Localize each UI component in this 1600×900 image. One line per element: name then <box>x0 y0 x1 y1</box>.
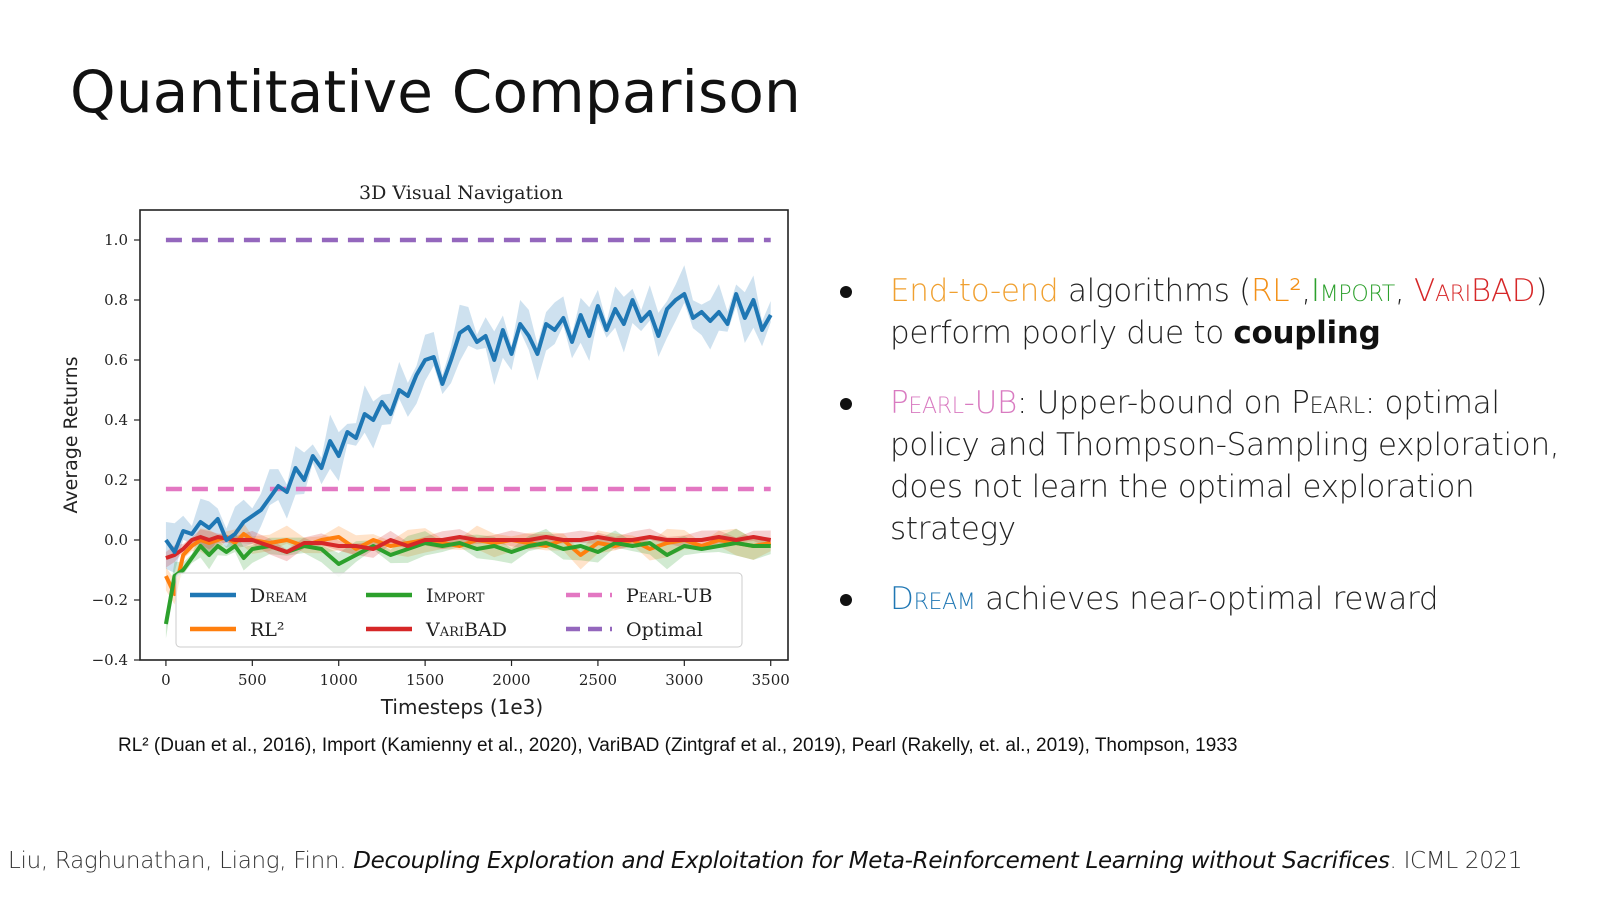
x-tick-label: 1000 <box>320 671 358 689</box>
bullet-icon <box>840 398 852 410</box>
bullet-text: , <box>1394 273 1415 309</box>
x-tick-label: 1500 <box>406 671 444 689</box>
legend-label: Dream <box>250 585 307 607</box>
references: RL² (Duan et al., 2016), Import (Kamienn… <box>118 735 1238 756</box>
legend-label: Optimal <box>626 619 703 641</box>
series-line-dream <box>164 292 773 554</box>
plot-area: 0 500 1000 1500 2000 2500 3000 3500 −0.4 −0.2 0.0 0… <box>92 209 790 689</box>
y-tick-label: 0.6 <box>104 351 128 369</box>
import-label: Import <box>1310 273 1395 309</box>
end-to-end-label: End-to-end <box>890 273 1059 309</box>
bullet-item: End-to-end algorithms (RL²,Import, VariB… <box>840 270 1570 354</box>
bullet-text: algorithms ( <box>1058 273 1251 309</box>
varibad-label: VariBAD <box>1414 273 1536 309</box>
x-tick-label: 3000 <box>665 671 703 689</box>
line-chart: 3D Visual Navigation 0 500 1000 1500 2000 250… <box>60 182 790 719</box>
bullet-text: , <box>1301 273 1311 309</box>
bullet-text: : Upper-bound on <box>1016 385 1292 421</box>
x-tick-label: 2000 <box>492 671 530 689</box>
legend-label: Pearl-UB <box>626 585 712 607</box>
bullet-text: achieves near-optimal reward <box>975 581 1439 617</box>
dream-label: Dream <box>890 581 976 617</box>
bullet-list: End-to-end algorithms (RL²,Import, VariB… <box>840 270 1570 648</box>
x-tick-label: 2500 <box>579 671 617 689</box>
y-tick-label: 0.4 <box>104 411 128 429</box>
x-tick-label: 500 <box>238 671 267 689</box>
bullet-icon <box>840 286 852 298</box>
y-tick-label: 1.0 <box>104 231 128 249</box>
x-axis-label: Timesteps (1e3) <box>380 695 543 719</box>
legend-label: RL² <box>250 619 285 641</box>
rl2-label: RL² <box>1250 273 1302 309</box>
y-tick-label: −0.2 <box>92 591 128 609</box>
y-axis-label: Average Returns <box>60 356 82 513</box>
y-tick-label: 0.2 <box>104 471 128 489</box>
legend-label: Import <box>426 585 485 607</box>
confidence-band-import <box>165 528 771 639</box>
bullet-item: Pearl-UB: Upper-bound on Pearl: optimal … <box>840 382 1570 550</box>
citation-footer: Liu, Raghunathan, Liang, Finn. Decouplin… <box>8 848 1523 874</box>
coupling-emphasis: coupling <box>1233 315 1381 351</box>
y-tick-label: −0.4 <box>92 651 128 669</box>
legend-label: VariBAD <box>425 619 507 641</box>
series-line-import <box>163 541 771 625</box>
footer-authors: Liu, Raghunathan, Liang, Finn. <box>8 848 354 874</box>
pearl-label: Pearl <box>1291 385 1365 421</box>
chart-title: 3D Visual Navigation <box>359 182 563 204</box>
bullet-item: Dream achieves near-optimal reward <box>840 578 1570 620</box>
x-tick-label: 3500 <box>752 671 790 689</box>
confidence-band-dream <box>165 265 771 573</box>
y-tick-label: 0.8 <box>104 291 128 309</box>
y-tick-label: 0.0 <box>104 531 128 549</box>
footer-venue: . ICML 2021 <box>1389 848 1523 874</box>
bullet-text: ) <box>1535 273 1548 309</box>
pearl-ub-label: Pearl-UB <box>890 385 1017 421</box>
footer-paper-title: Decoupling Exploration and Exploitation … <box>353 848 1390 874</box>
slide-title: Quantitative Comparison <box>70 58 802 126</box>
bullet-text: : optimal policy and Thompson-Sampling e… <box>890 385 1560 547</box>
x-tick-label: 0 <box>161 671 171 689</box>
bullet-text: perform poorly due to <box>890 315 1234 351</box>
plot-frame <box>139 209 789 661</box>
bullet-icon <box>840 594 852 606</box>
